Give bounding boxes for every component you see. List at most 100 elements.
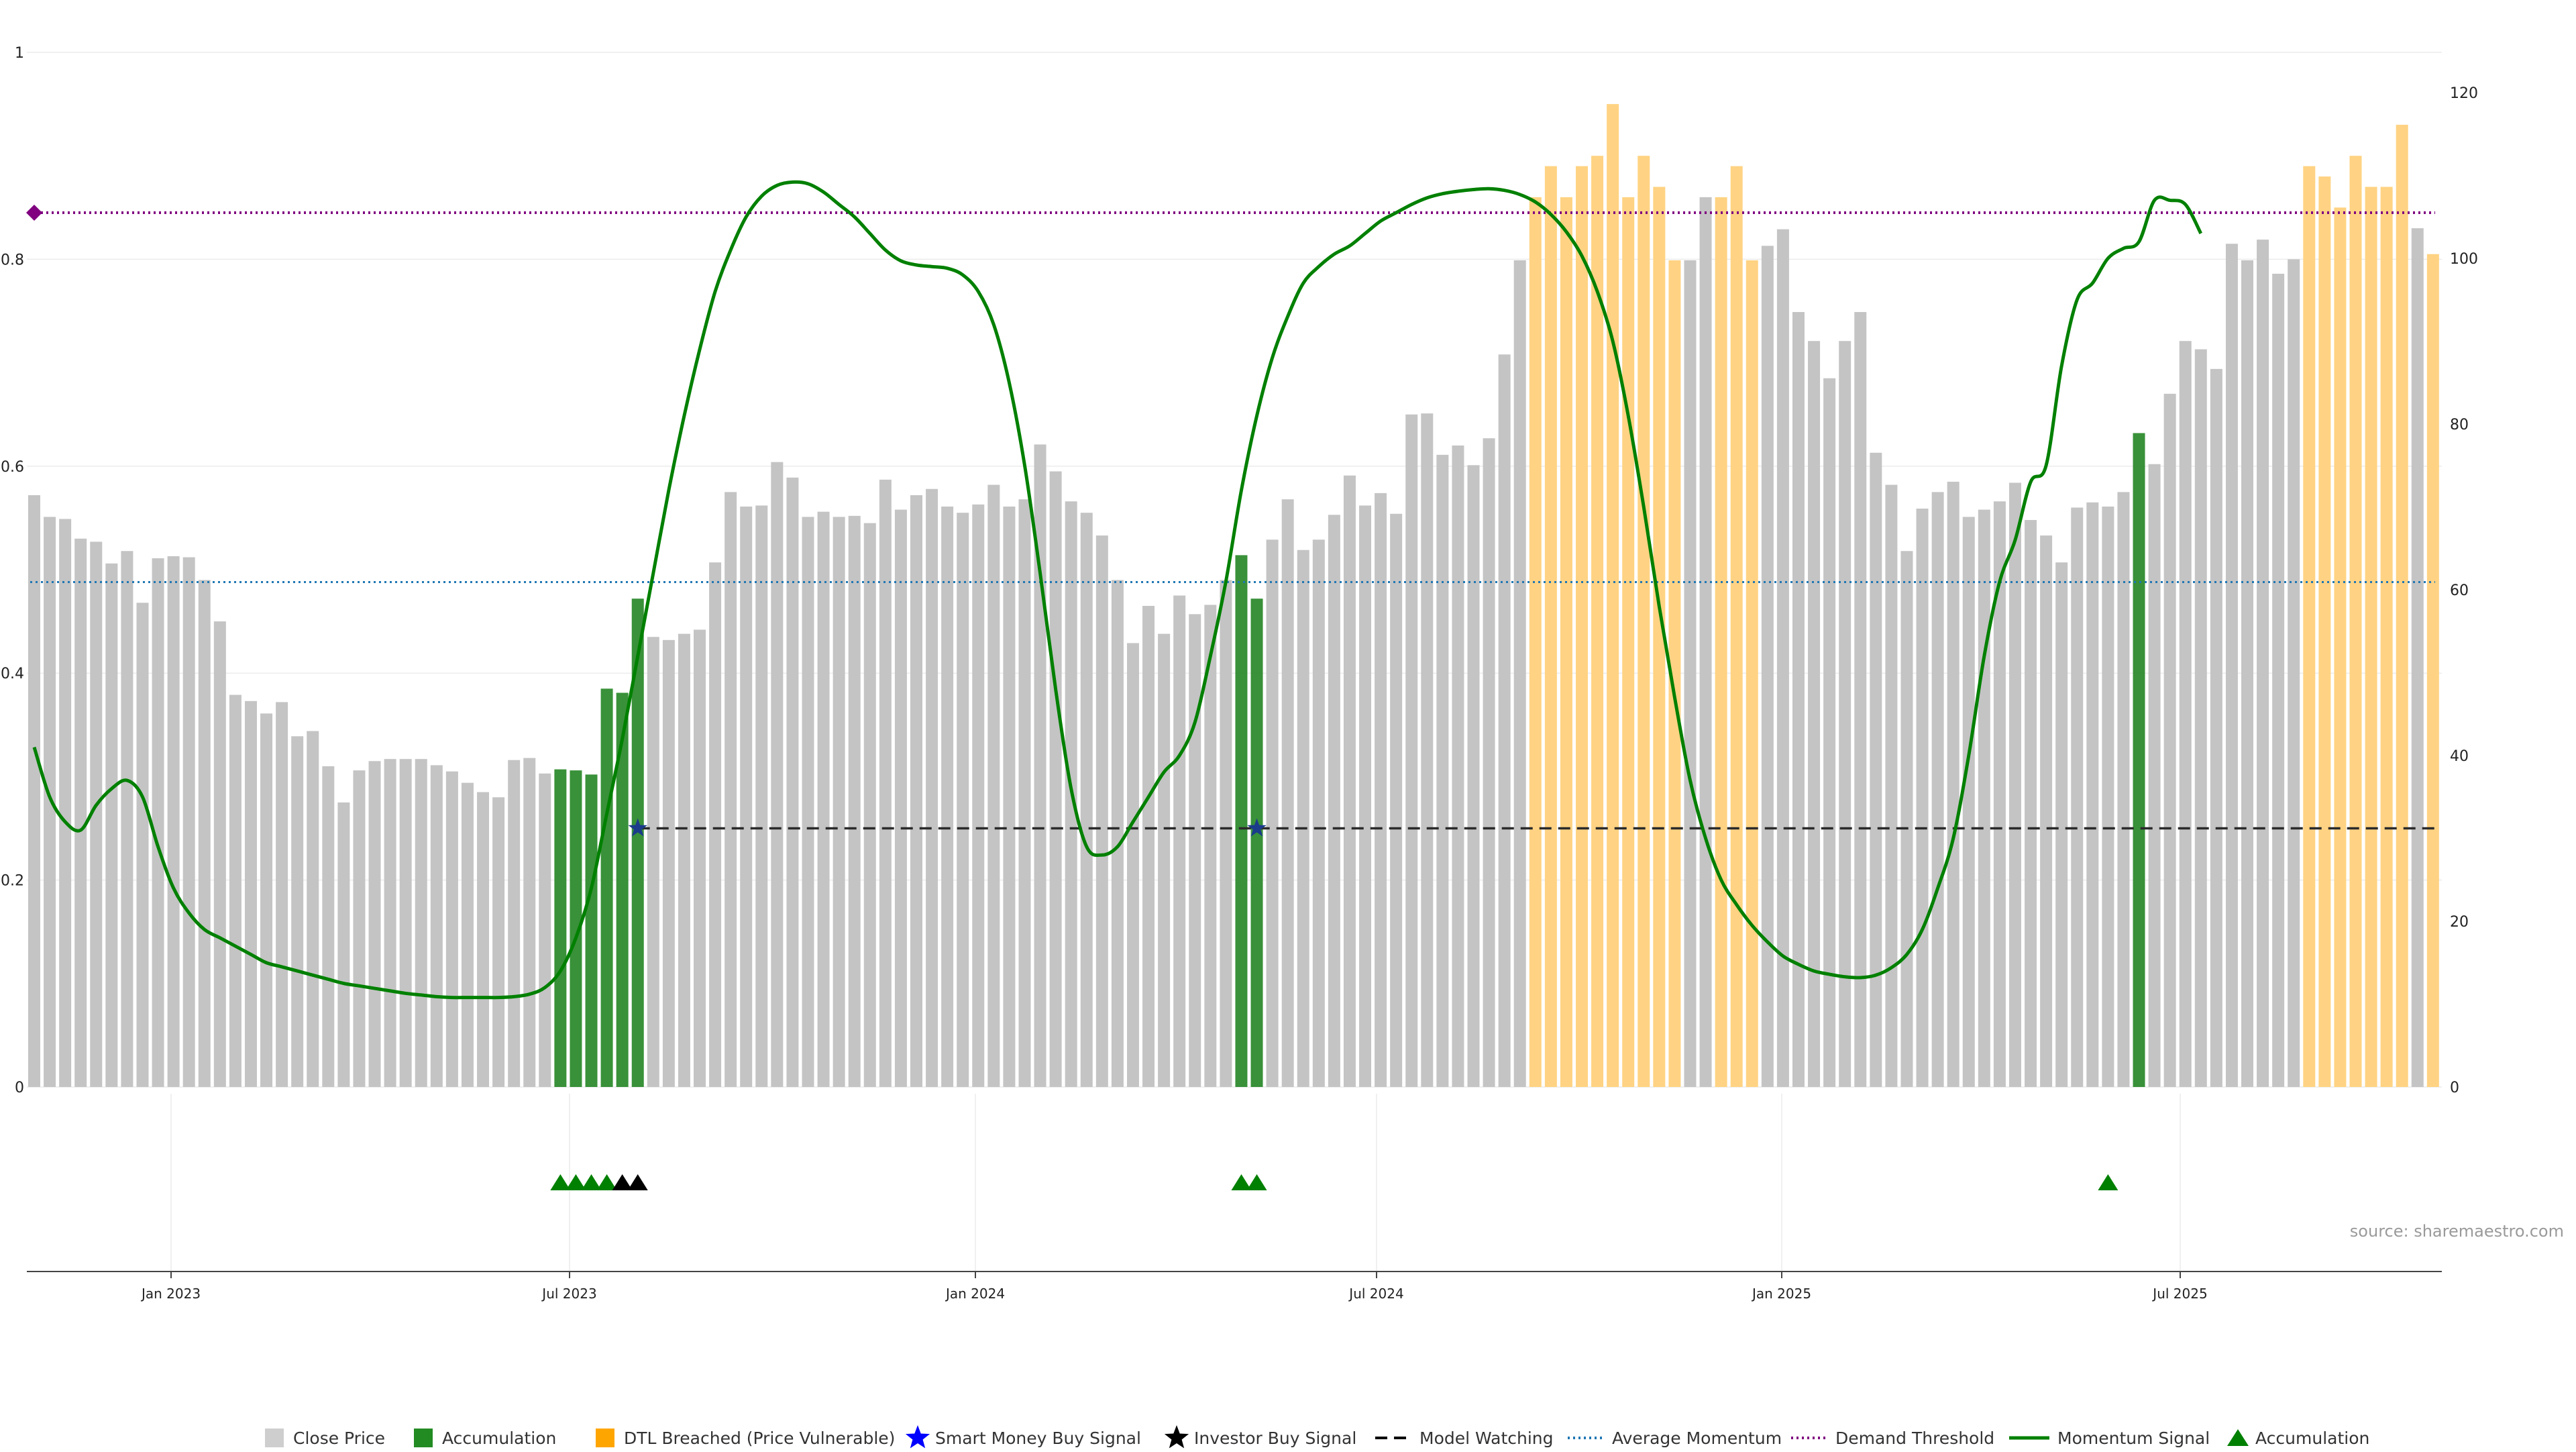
close-price-bar <box>2086 502 2099 1087</box>
investor-buy-triangle <box>612 1174 633 1190</box>
close-price-bar <box>1173 595 1186 1087</box>
legend-star-icon <box>905 1425 930 1449</box>
close-price-bar <box>1854 312 1867 1087</box>
accumulation-triangle <box>581 1174 602 1190</box>
x-tick-label: Jul 2023 <box>541 1286 596 1302</box>
close-price-bar <box>1978 509 1990 1087</box>
close-price-bar <box>2148 464 2161 1087</box>
close-price-bar <box>1839 341 1851 1087</box>
accumulation-bar <box>2133 433 2145 1087</box>
right-axis-tick-label: 120 <box>2450 85 2478 102</box>
close-price-bar <box>848 515 861 1087</box>
price-bars <box>28 104 2439 1088</box>
close-price-bar <box>415 759 427 1087</box>
close-price-bar <box>879 479 892 1087</box>
legend-star-icon <box>1164 1425 1189 1449</box>
close-price-bar <box>1111 580 1124 1087</box>
close-price-bar <box>1359 505 1372 1087</box>
legend-swatch <box>414 1429 433 1447</box>
left-axis-tick-label: 0 <box>15 1080 24 1096</box>
close-price-bar <box>198 580 211 1087</box>
close-price-bar <box>817 511 830 1087</box>
close-price-bar <box>1142 605 1155 1087</box>
legend-label: Demand Threshold <box>1835 1429 1994 1448</box>
dtl-breached-bar <box>1653 187 1666 1088</box>
dtl-breached-bar <box>2349 156 2362 1088</box>
close-price-bar <box>833 517 845 1087</box>
close-price-bar <box>2257 240 2269 1087</box>
close-price-bar <box>461 782 474 1087</box>
close-price-bar <box>957 513 969 1087</box>
close-price-bar <box>1761 246 1774 1087</box>
close-price-bar <box>2055 562 2068 1087</box>
close-price-bar <box>1281 499 1294 1087</box>
close-price-bar <box>1049 471 1062 1087</box>
left-axis-tick-label: 0.4 <box>1 666 24 682</box>
close-price-bar <box>213 621 226 1087</box>
right-axis-tick-label: 20 <box>2450 914 2469 931</box>
close-price-bar <box>307 731 319 1087</box>
close-price-bar <box>74 538 87 1087</box>
legend-item-accum: Accumulation <box>414 1429 556 1448</box>
close-price-bar <box>445 771 458 1087</box>
x-tick-label: Jan 2023 <box>140 1286 201 1302</box>
close-price-bar <box>59 519 72 1087</box>
close-price-bar <box>1328 515 1340 1087</box>
close-price-bar <box>1467 465 1480 1087</box>
legend-item-accum_tri: Accumulation <box>2227 1429 2369 1448</box>
close-price-bar <box>2272 273 2285 1087</box>
left-axis-ticks: 0 0.2 0.4 0.6 0.8 1 <box>1 45 24 1096</box>
close-price-bar <box>384 759 396 1087</box>
close-price-bar <box>2210 368 2222 1087</box>
dtl-breached-bar <box>2318 176 2331 1087</box>
close-price-bar <box>1158 633 1171 1087</box>
close-price-bar <box>1699 197 1712 1087</box>
momentum-signal <box>32 180 2203 1000</box>
close-price-bar <box>662 639 675 1087</box>
accumulation-bar <box>616 692 629 1087</box>
dtl-breached-bar <box>2334 207 2347 1087</box>
accumulation-bar <box>554 769 567 1087</box>
legend-label: Accumulation <box>2255 1429 2369 1448</box>
close-price-bar <box>539 773 551 1087</box>
legend-label: Model Watching <box>1419 1429 1554 1448</box>
close-price-bar <box>152 558 164 1087</box>
close-price-bar <box>1436 454 1449 1087</box>
close-price-bar <box>678 633 690 1087</box>
accumulation-bar <box>631 599 644 1087</box>
demand-threshold-marker <box>26 205 42 221</box>
legend-label: DTL Breached (Price Vulnerable) <box>624 1429 895 1448</box>
close-price-bar <box>1126 643 1139 1087</box>
close-price-bar <box>1916 509 1929 1087</box>
close-price-bar <box>1823 378 1836 1087</box>
legend: Close Price Accumulation DTL Breached (Pri… <box>265 1425 2369 1449</box>
x-tick-label: Jan 2024 <box>945 1286 1005 1302</box>
close-price-bar <box>1684 260 1697 1087</box>
close-price-bar <box>1776 229 1789 1087</box>
accumulation-triangle <box>550 1174 571 1190</box>
legend-item-smart: Smart Money Buy Signal <box>905 1425 1141 1449</box>
x-tick-label: Jul 2024 <box>1348 1286 1403 1302</box>
close-price-bar <box>1189 614 1201 1087</box>
legend-item-investor: Investor Buy Signal <box>1164 1425 1356 1449</box>
close-price-bar <box>1297 550 1309 1087</box>
close-price-bar <box>647 637 659 1087</box>
accumulation-bar <box>600 688 613 1087</box>
dtl-breached-bar <box>2365 187 2377 1088</box>
close-price-bar <box>786 477 799 1087</box>
right-axis-tick-label: 100 <box>2450 251 2478 268</box>
reference-lines <box>26 205 2435 830</box>
accumulation-triangle <box>1231 1174 1252 1190</box>
close-price-bar <box>1405 414 1418 1087</box>
dtl-breached-bar <box>1730 166 1743 1087</box>
close-price-bar <box>105 563 118 1087</box>
left-axis-tick-label: 0.2 <box>1 873 24 890</box>
close-price-bar <box>771 462 784 1087</box>
close-price-bar <box>1095 535 1108 1087</box>
legend-item-close: Close Price <box>265 1429 385 1448</box>
accumulation-triangle <box>596 1174 617 1190</box>
close-price-bar <box>368 761 381 1087</box>
close-price-bar <box>1885 484 1898 1087</box>
close-price-bar <box>2117 492 2130 1087</box>
